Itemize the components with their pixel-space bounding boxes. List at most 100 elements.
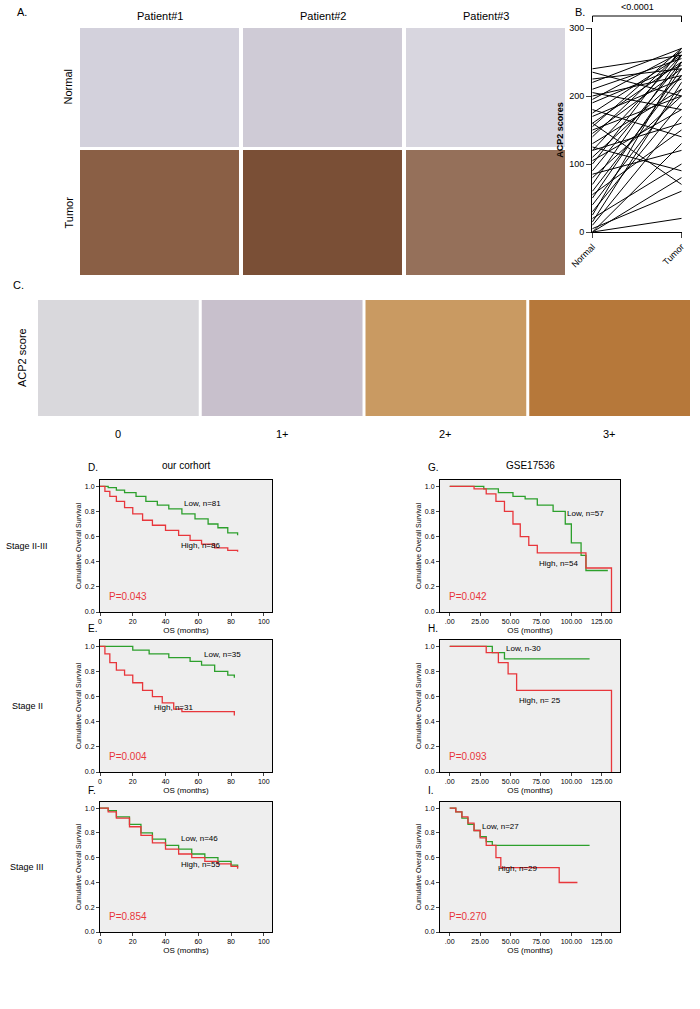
svg-text:Tumor: Tumor [661, 242, 686, 267]
svg-text:0: 0 [579, 227, 584, 237]
svg-text:0.4: 0.4 [425, 718, 435, 725]
svg-text:1.0: 1.0 [425, 643, 435, 650]
svg-text:0.8: 0.8 [425, 668, 435, 675]
svg-text:200: 200 [569, 91, 584, 101]
svg-text:C.: C. [13, 279, 24, 291]
svg-text:0.6: 0.6 [425, 693, 435, 700]
svg-text:H.: H. [428, 623, 438, 634]
svg-text:100: 100 [258, 618, 270, 625]
svg-text:0.2: 0.2 [425, 743, 435, 750]
svg-text:20: 20 [129, 618, 137, 625]
svg-text:Stage II: Stage II [12, 701, 43, 711]
svg-text:40: 40 [162, 778, 170, 785]
svg-text:0.8: 0.8 [85, 508, 95, 515]
svg-text:OS (months): OS (months) [507, 946, 553, 955]
svg-text:<0.0001: <0.0001 [621, 2, 654, 12]
svg-text:P=0.043: P=0.043 [109, 591, 147, 602]
svg-text:40: 40 [162, 938, 170, 945]
svg-text:OS (months): OS (months) [163, 946, 209, 955]
svg-text:0.6: 0.6 [85, 854, 95, 861]
svg-text:Low, n-30: Low, n-30 [506, 644, 541, 653]
svg-text:P=0.270: P=0.270 [449, 911, 487, 922]
svg-text:0.6: 0.6 [85, 533, 95, 540]
svg-text:100.00: 100.00 [561, 618, 583, 625]
svg-text:1.0: 1.0 [425, 805, 435, 812]
svg-text:Patient#1: Patient#1 [137, 10, 183, 22]
svg-text:80: 80 [227, 618, 235, 625]
svg-text:0.2: 0.2 [85, 904, 95, 911]
svg-text:P=0.042: P=0.042 [449, 591, 487, 602]
svg-text:0.8: 0.8 [425, 829, 435, 836]
svg-text:0: 0 [98, 618, 102, 625]
svg-text:Low, n=57: Low, n=57 [567, 509, 604, 518]
svg-text:Patient#2: Patient#2 [300, 10, 346, 22]
svg-text:1.0: 1.0 [85, 643, 95, 650]
svg-text:Stage III: Stage III [10, 862, 44, 872]
svg-text:0.2: 0.2 [425, 904, 435, 911]
svg-text:High, n=54: High, n=54 [539, 559, 578, 568]
svg-text:Patient#3: Patient#3 [463, 10, 509, 22]
svg-text:B.: B. [575, 6, 585, 18]
svg-text:100.00: 100.00 [561, 778, 583, 785]
svg-text:our corhort: our corhort [162, 460, 211, 471]
svg-text:0.0: 0.0 [425, 608, 435, 615]
svg-text:Low, n=81: Low, n=81 [184, 499, 221, 508]
svg-text:ACP2 score: ACP2 score [16, 328, 28, 387]
svg-text:0.4: 0.4 [85, 558, 95, 565]
svg-text:40: 40 [162, 618, 170, 625]
svg-text:1+: 1+ [276, 428, 289, 440]
svg-text:50.00: 50.00 [502, 618, 520, 625]
svg-text:125.00: 125.00 [591, 778, 613, 785]
svg-text:60: 60 [194, 778, 202, 785]
svg-text:High, n=86: High, n=86 [181, 541, 220, 550]
svg-text:Cumulative Overall Survival: Cumulative Overall Survival [75, 824, 82, 910]
svg-text:.00: .00 [445, 618, 455, 625]
svg-text:125.00: 125.00 [591, 618, 613, 625]
svg-text:0.6: 0.6 [85, 693, 95, 700]
svg-text:25.00: 25.00 [471, 938, 489, 945]
svg-text:3+: 3+ [603, 428, 616, 440]
svg-text:High, n=29: High, n=29 [498, 864, 537, 873]
svg-text:1.0: 1.0 [85, 483, 95, 490]
svg-text:0.6: 0.6 [425, 854, 435, 861]
svg-text:100: 100 [258, 938, 270, 945]
svg-text:0.8: 0.8 [85, 829, 95, 836]
svg-text:0.2: 0.2 [425, 583, 435, 590]
svg-text:0.2: 0.2 [85, 743, 95, 750]
svg-text:P=0.854: P=0.854 [109, 911, 147, 922]
svg-text:E.: E. [88, 623, 97, 634]
svg-text:Low, n=27: Low, n=27 [482, 822, 519, 831]
svg-text:G.: G. [428, 462, 439, 473]
svg-text:0.0: 0.0 [425, 928, 435, 935]
svg-text:Normal: Normal [570, 242, 598, 270]
svg-text:0.6: 0.6 [425, 533, 435, 540]
svg-text:25.00: 25.00 [471, 778, 489, 785]
svg-text:F.: F. [88, 785, 96, 796]
svg-text:Cumulative Overall Survival: Cumulative Overall Survival [415, 663, 422, 749]
svg-text:Normal: Normal [62, 69, 74, 104]
svg-text:80: 80 [227, 938, 235, 945]
svg-text:20: 20 [129, 778, 137, 785]
svg-text:OS (months): OS (months) [507, 626, 553, 635]
svg-text:60: 60 [194, 618, 202, 625]
svg-text:1.0: 1.0 [85, 805, 95, 812]
svg-text:50.00: 50.00 [502, 938, 520, 945]
svg-text:80: 80 [227, 778, 235, 785]
svg-text:300: 300 [569, 23, 584, 33]
svg-text:0.2: 0.2 [85, 583, 95, 590]
svg-text:0.0: 0.0 [425, 768, 435, 775]
svg-text:Cumulative Overall Survival: Cumulative Overall Survival [75, 503, 82, 589]
svg-text:Cumulative Overall Survival: Cumulative Overall Survival [75, 663, 82, 749]
svg-text:GSE17536: GSE17536 [506, 460, 555, 471]
svg-text:125.00: 125.00 [591, 938, 613, 945]
svg-text:.00: .00 [445, 778, 455, 785]
svg-text:Stage II-III: Stage II-III [6, 541, 48, 551]
svg-text:25.00: 25.00 [471, 618, 489, 625]
svg-text:2+: 2+ [439, 428, 452, 440]
svg-text:D.: D. [88, 462, 98, 473]
svg-text:0.4: 0.4 [85, 718, 95, 725]
svg-text:Low, n=46: Low, n=46 [181, 834, 218, 843]
svg-text:100: 100 [258, 778, 270, 785]
svg-text:20: 20 [129, 938, 137, 945]
svg-text:0.0: 0.0 [85, 768, 95, 775]
